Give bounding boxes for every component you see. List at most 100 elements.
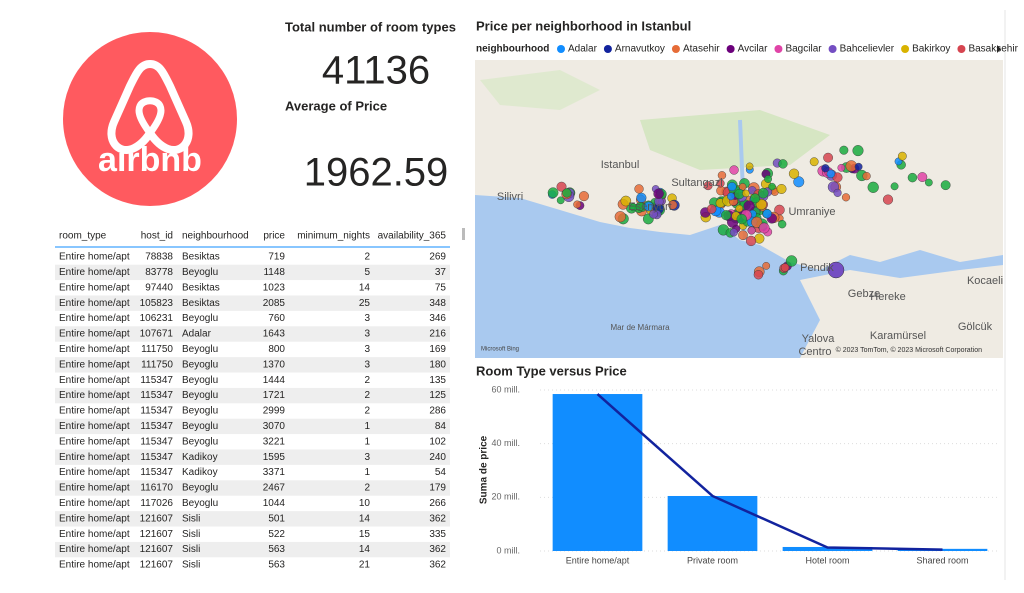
cell: 5 <box>364 267 370 278</box>
map-dot <box>839 145 849 155</box>
y-tick-label: 0 mill. <box>496 545 520 555</box>
cell: Entire home/apt <box>59 359 130 370</box>
cell: 348 <box>429 298 446 309</box>
cell: 800 <box>268 344 285 355</box>
cell: 121607 <box>140 544 174 555</box>
cell: 111750 <box>141 359 173 370</box>
cell: 116170 <box>140 483 173 494</box>
cell: Entire home/apt <box>59 529 130 540</box>
map-dot <box>788 168 800 179</box>
card-value: 41136 <box>322 49 430 93</box>
bar <box>552 394 643 551</box>
cell: 2 <box>364 483 370 494</box>
map-dot <box>747 226 756 235</box>
column-header: neighbourhood <box>182 231 249 242</box>
y-tick-label: 60 mill. <box>491 384 520 394</box>
map-dot <box>745 162 754 171</box>
cell: 54 <box>435 467 447 478</box>
map-place: Kocaeli <box>967 275 1003 287</box>
cell: Beyoglu <box>182 344 218 355</box>
map-dot <box>703 181 713 191</box>
map-attribution: © 2023 TomTom, © 2023 Microsoft Corporat… <box>836 346 982 354</box>
row-band <box>55 357 450 373</box>
cell: 121607 <box>140 513 174 524</box>
line <box>596 393 943 551</box>
map-place: Esenyurt <box>628 201 671 213</box>
map-dot <box>729 228 738 237</box>
map-dot <box>897 151 907 161</box>
cell: 2999 <box>263 406 286 417</box>
map-dot <box>907 172 918 183</box>
cell: 1 <box>364 436 370 447</box>
cell: 2467 <box>263 483 286 494</box>
cell: Entire home/apt <box>59 513 130 524</box>
cell: 115347 <box>140 406 173 417</box>
cell: 115347 <box>140 436 173 447</box>
legend-label: Adalar <box>568 44 598 55</box>
cell: 105823 <box>140 298 174 309</box>
cell: Sisli <box>182 544 200 555</box>
cell: Beyoglu <box>182 359 218 370</box>
cell: 760 <box>268 313 285 324</box>
logo-mark <box>135 97 165 139</box>
y-axis-title: Suma de price <box>479 435 490 504</box>
cell: 78838 <box>145 252 173 263</box>
map-dot <box>653 188 664 199</box>
map-dot <box>774 204 785 216</box>
map-dot <box>778 159 788 169</box>
map-dot <box>562 188 572 198</box>
map-dot <box>809 157 819 167</box>
map-dot <box>758 187 769 199</box>
map-dot <box>716 179 725 188</box>
map-dot <box>837 164 846 172</box>
cell: 3 <box>364 452 370 463</box>
legend-label: Arnavutkoy <box>615 44 665 55</box>
map-dot <box>764 175 772 183</box>
map-dot <box>745 235 757 247</box>
cell: 75 <box>435 282 447 293</box>
map-forest <box>640 110 830 170</box>
cell: 115347 <box>140 421 173 432</box>
map-dot <box>729 165 739 175</box>
bar <box>897 548 988 551</box>
cell: Adalar <box>182 329 212 340</box>
cell: 37 <box>435 267 447 278</box>
map-dot <box>776 184 787 194</box>
cell: Beyoglu <box>182 267 218 278</box>
row-band <box>55 480 450 496</box>
logo-circle <box>63 32 237 206</box>
map-dot <box>833 188 842 197</box>
map-dot <box>753 270 764 280</box>
card-title: Total number of room types <box>285 19 456 34</box>
map-dot <box>758 222 770 234</box>
map-dot <box>573 200 582 209</box>
cell: Beyoglu <box>182 313 218 324</box>
map-place: Umraniye <box>788 206 835 218</box>
cell: 107671 <box>140 329 174 340</box>
cell: Entire home/apt <box>59 498 130 509</box>
cell: 102 <box>429 436 446 447</box>
map-dot <box>793 176 805 188</box>
map-forest <box>480 70 600 110</box>
chart-title: Room Type versus Price <box>476 363 627 378</box>
cell: 216 <box>429 329 446 340</box>
map-dot <box>882 194 894 205</box>
bar <box>667 495 758 551</box>
cell: Besiktas <box>182 282 220 293</box>
map-dot <box>578 191 589 202</box>
cell: 2 <box>364 390 370 401</box>
cell: 1370 <box>263 359 286 370</box>
map-dot <box>556 181 567 192</box>
map-dot <box>785 255 798 267</box>
y-tick-label: 40 mill. <box>491 438 520 448</box>
map-dot <box>735 204 744 213</box>
cell: 2085 <box>263 298 286 309</box>
cell: 346 <box>429 313 446 324</box>
map-title: Price per neighborhood in Istanbul <box>476 18 691 33</box>
map-place: Sultangazi <box>671 177 722 189</box>
legend-more <box>997 45 1001 53</box>
map-dot <box>727 182 737 192</box>
legend-dot <box>726 45 735 53</box>
